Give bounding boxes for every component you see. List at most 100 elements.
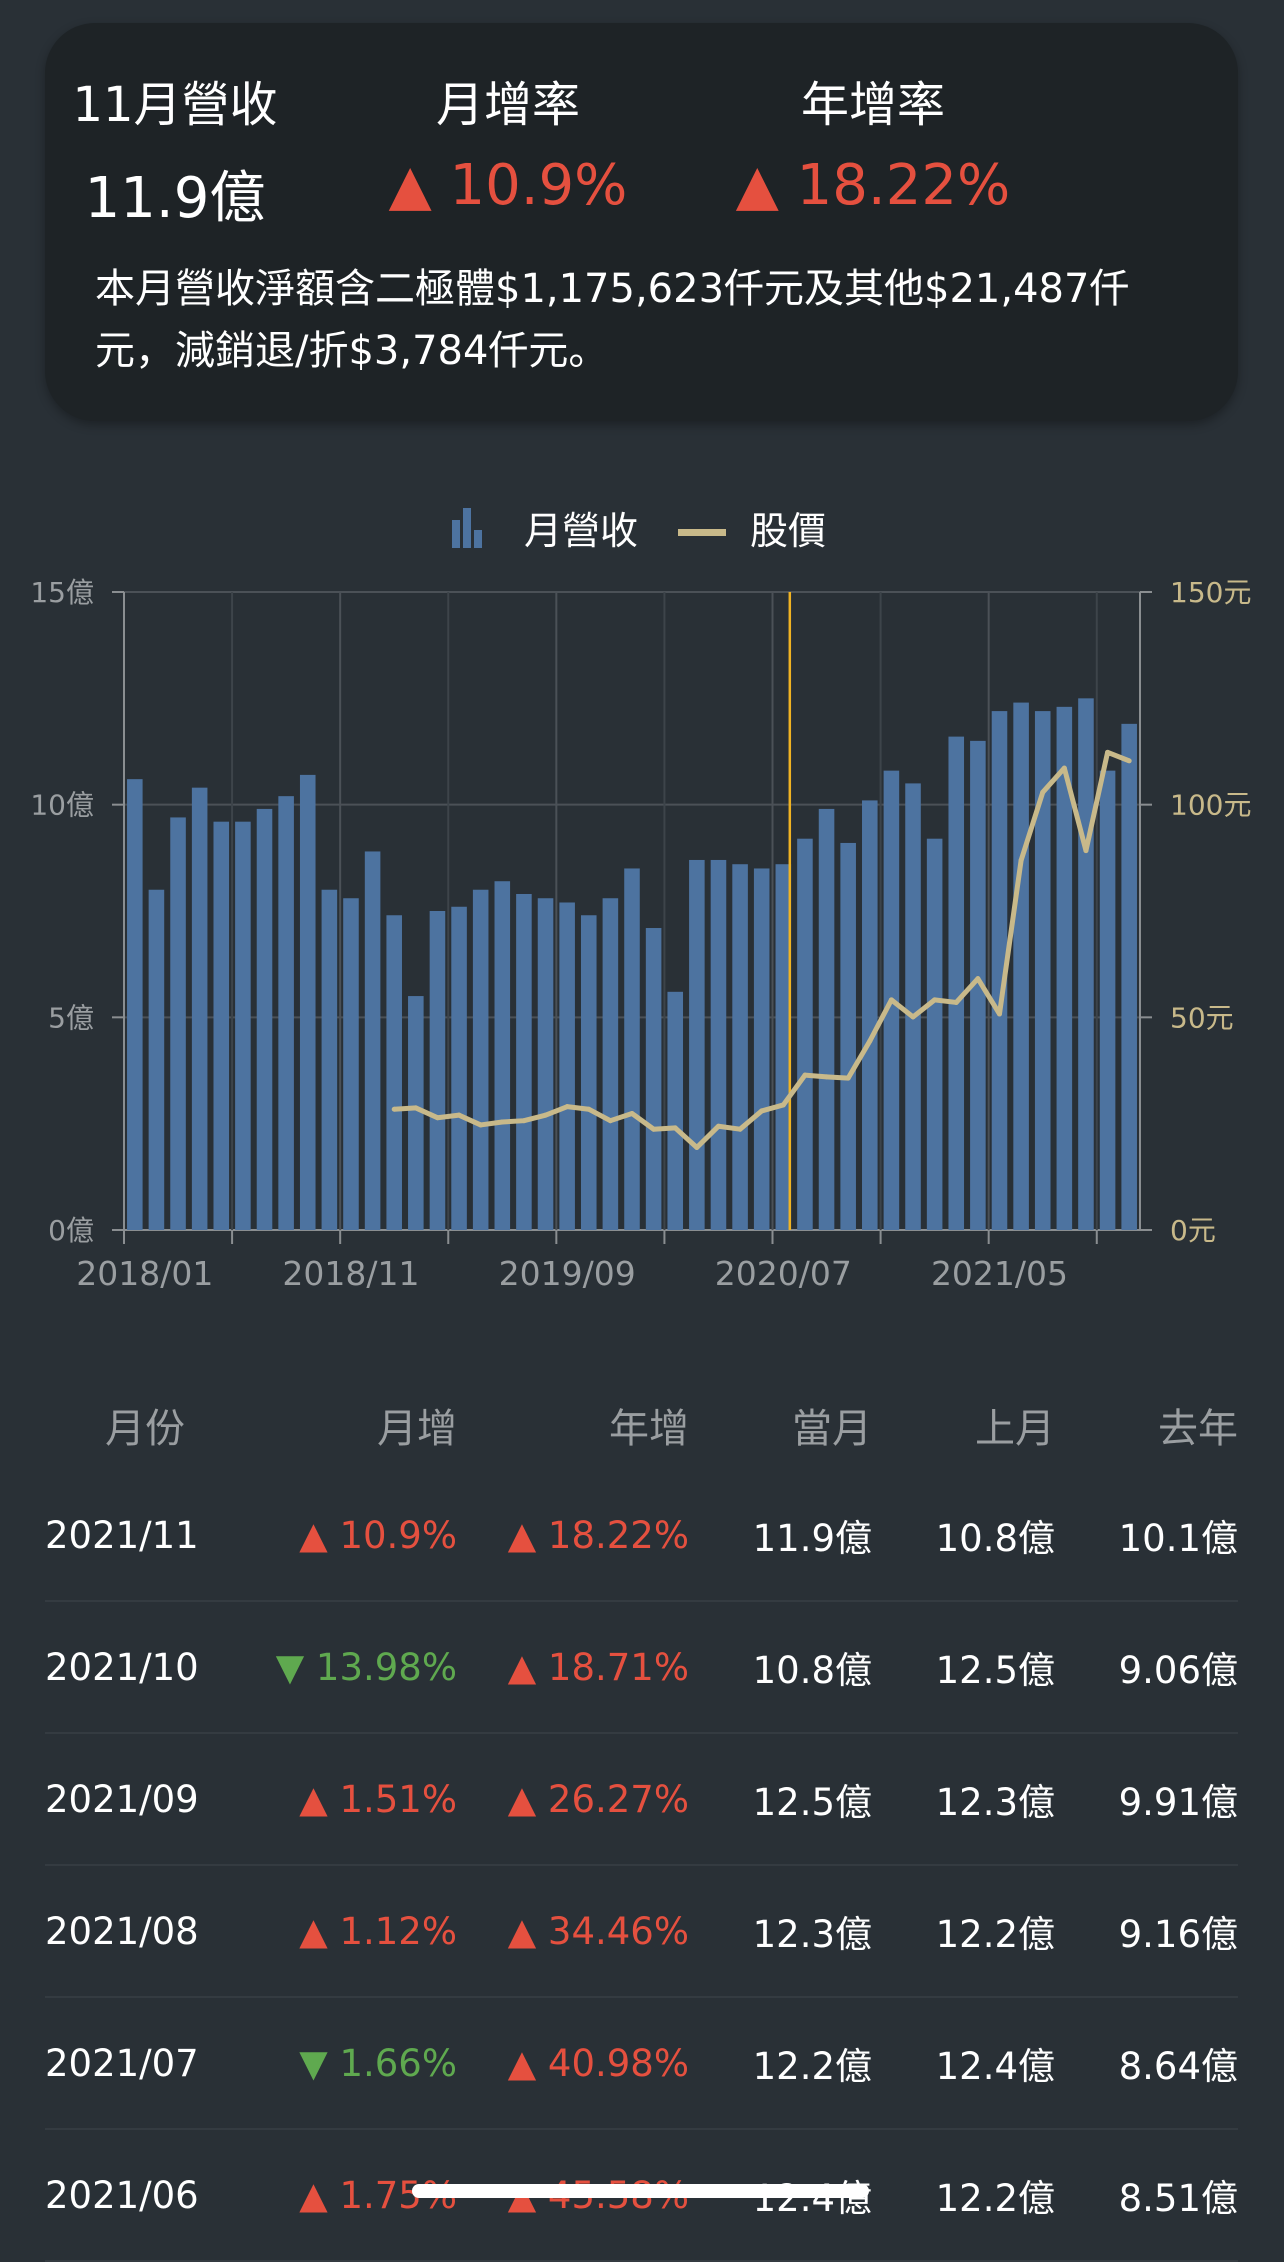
last-year-cell: 9.06億 [1118, 1649, 1238, 1692]
previous-cell: 10.8億 [935, 1517, 1055, 1560]
y-right-tick-label: 150元 [1170, 576, 1251, 609]
home-indicator[interactable] [412, 2184, 869, 2198]
price-point [737, 1126, 743, 1132]
header-mom: 月增 [377, 1406, 457, 1452]
revenue-bar [1078, 698, 1094, 1230]
price-point [564, 1104, 570, 1110]
yoy-label: 年增率 [800, 77, 945, 133]
previous-cell: 12.5億 [935, 1649, 1055, 1692]
header-previous: 上月 [975, 1406, 1055, 1452]
yoy-value: ▲ 18.22% [735, 153, 1011, 218]
mom-cell: ▲ 1.51% [299, 1777, 457, 1821]
revenue-bar [127, 779, 143, 1230]
y-left-tick-label: 5億 [48, 1001, 94, 1034]
revenue-bar [537, 898, 554, 1230]
y-right-tick-label: 100元 [1170, 789, 1251, 822]
x-tick-label: 2020/07 [715, 1254, 852, 1293]
y-left-tick-label: 10億 [30, 789, 94, 822]
header-month: 月份 [105, 1406, 185, 1452]
price-point [1061, 765, 1067, 771]
revenue-bar [818, 808, 835, 1230]
legend-revenue-label: 月營收 [524, 509, 638, 553]
revenue-bar [602, 898, 619, 1230]
revenue-bar [624, 868, 640, 1230]
price-point [1126, 758, 1132, 764]
legend-price-label: 股價 [750, 509, 826, 553]
price-point [586, 1106, 592, 1112]
price-point [456, 1112, 462, 1118]
price-point [434, 1115, 440, 1121]
current-cell: 12.2億 [752, 2045, 872, 2088]
revenue-bar [970, 740, 986, 1230]
price-point [1018, 857, 1024, 863]
revenue-bar [991, 711, 1008, 1230]
monthly-revenue-label: 11月營收 [72, 77, 278, 133]
current-cell: 11.9億 [752, 1517, 872, 1560]
revenue-price-chart[interactable]: 月營收 股價 0億 0元 5億 50元 10億 100元 15億 150元 2018/01 2018/… [0, 480, 1284, 1300]
mom-stat: 月增率 ▲ 10.9% [358, 65, 658, 218]
revenue-bar [472, 889, 489, 1230]
yoy-cell: ▲ 34.46% [507, 1909, 689, 1953]
price-point [607, 1118, 613, 1124]
table-header: 月份 月增 年增 當月 上月 去年 [45, 1380, 1238, 1470]
revenue-bar [494, 881, 511, 1230]
mom-cell: ▼ 13.98% [275, 1645, 457, 1689]
table-row[interactable]: 2021/07 ▼ 1.66% ▲ 40.98% 12.2億 12.4億 8.64億 [45, 1998, 1238, 2130]
revenue-bar [905, 783, 921, 1230]
revenue-bar [667, 991, 684, 1230]
previous-cell: 12.2億 [935, 2177, 1055, 2220]
revenue-bar [343, 898, 359, 1230]
current-cell: 12.3億 [752, 1913, 872, 1956]
table-row[interactable]: 2021/08 ▲ 1.12% ▲ 34.46% 12.3億 12.2億 9.16億 [45, 1866, 1238, 1998]
price-point [759, 1108, 765, 1114]
price-point [521, 1118, 527, 1124]
revenue-bar [299, 774, 316, 1230]
revenue-bar [862, 800, 878, 1230]
revenue-bar [451, 906, 467, 1230]
revenue-bar [948, 736, 965, 1230]
revenue-bar [580, 915, 597, 1230]
revenue-bar [797, 838, 813, 1230]
price-point [543, 1112, 549, 1118]
revenue-bar [926, 838, 943, 1230]
line-icon [678, 529, 726, 536]
yoy-cell: ▲ 40.98% [507, 2041, 689, 2085]
y-left-tick-label: 0億 [48, 1214, 94, 1247]
table-row[interactable]: 2021/11 ▲ 10.9% ▲ 18.22% 11.9億 10.8億 10.1億 [45, 1470, 1238, 1602]
revenue-description: 本月營收淨額含二極體$1,175,623仟元及其他$21,487仟元，減銷退/折… [95, 266, 1130, 374]
price-point [672, 1125, 678, 1131]
previous-cell: 12.4億 [935, 2045, 1055, 2088]
revenue-bar [645, 928, 662, 1230]
price-point [845, 1075, 851, 1081]
revenue-bar [386, 915, 402, 1230]
revenue-bar [559, 902, 575, 1230]
table-row[interactable]: 2021/09 ▲ 1.51% ▲ 26.27% 12.5億 12.3億 9.91億 [45, 1734, 1238, 1866]
yoy-cell: ▲ 18.22% [507, 1513, 689, 1557]
monthly-revenue-value: 11.9億 [84, 166, 266, 231]
revenue-bar [753, 868, 770, 1230]
price-point [802, 1072, 808, 1078]
revenue-bar [408, 996, 424, 1230]
revenue-bar [170, 817, 186, 1230]
price-point [499, 1119, 505, 1125]
mom-cell: ▼ 1.66% [299, 2041, 457, 2085]
revenue-table: 月份 月增 年增 當月 上月 去年 2021/11 ▲ 10.9% ▲ 18.22%… [45, 1380, 1238, 2262]
revenue-bar [710, 859, 727, 1230]
month-cell: 2021/07 [45, 2041, 199, 2085]
yoy-cell: ▲ 18.71% [507, 1645, 689, 1689]
revenue-bar [364, 851, 381, 1230]
price-point [1083, 848, 1089, 854]
x-tick-label: 2019/09 [499, 1254, 636, 1293]
price-point [867, 1038, 873, 1044]
previous-cell: 12.3億 [935, 1781, 1055, 1824]
price-point [996, 1011, 1002, 1017]
price-point [1105, 749, 1111, 755]
revenue-bar [321, 889, 338, 1230]
current-cell: 10.8億 [752, 1649, 872, 1692]
revenue-bar [278, 796, 294, 1230]
table-row[interactable]: 2021/10 ▼ 13.98% ▲ 18.71% 10.8億 12.5億 9.06億 [45, 1602, 1238, 1734]
header-last-year: 去年 [1158, 1406, 1238, 1452]
last-year-cell: 10.1億 [1118, 1517, 1238, 1560]
price-point [1040, 789, 1046, 795]
revenue-bar [840, 842, 856, 1230]
